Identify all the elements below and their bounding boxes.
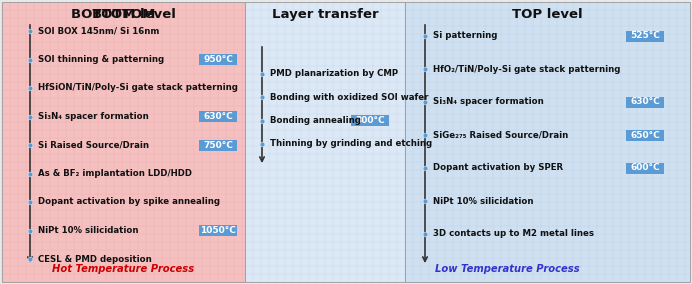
FancyBboxPatch shape (199, 111, 237, 122)
Text: Low Temperature Process: Low Temperature Process (435, 264, 580, 274)
Text: 3D contacts up to M2 metal lines: 3D contacts up to M2 metal lines (433, 229, 594, 239)
Text: Dopant activation by SPER: Dopant activation by SPER (433, 164, 563, 172)
FancyBboxPatch shape (199, 225, 237, 236)
Text: 630°C: 630°C (630, 97, 660, 106)
Text: NiPt 10% silicidation: NiPt 10% silicidation (38, 226, 138, 235)
Text: SiGe₂₇₅ Raised Source/Drain: SiGe₂₇₅ Raised Source/Drain (433, 131, 568, 139)
FancyBboxPatch shape (626, 130, 664, 141)
Text: 1050°C: 1050°C (200, 226, 236, 235)
Text: NiPt 10% silicidation: NiPt 10% silicidation (433, 197, 534, 206)
Text: Hot Temperature Process: Hot Temperature Process (53, 264, 194, 274)
Text: BOTTOM level: BOTTOM level (71, 8, 176, 21)
Text: Si patterning: Si patterning (433, 32, 498, 41)
Text: HfO₂/TiN/Poly-Si gate stack patterning: HfO₂/TiN/Poly-Si gate stack patterning (433, 64, 620, 74)
Bar (405, 2, 690, 282)
Text: BOTTOM: BOTTOM (91, 8, 156, 21)
Text: Thinning by grinding and etching: Thinning by grinding and etching (270, 139, 432, 149)
Text: Si Raised Source/Drain: Si Raised Source/Drain (38, 141, 149, 149)
Text: TOP level: TOP level (512, 8, 583, 21)
Text: 525°C: 525°C (630, 32, 660, 41)
FancyBboxPatch shape (626, 30, 664, 41)
Text: HfSiON/TiN/Poly-Si gate stack patterning: HfSiON/TiN/Poly-Si gate stack patterning (38, 83, 238, 93)
Text: 630°C: 630°C (203, 112, 233, 121)
Text: CESL & PMD deposition: CESL & PMD deposition (38, 254, 152, 264)
FancyBboxPatch shape (626, 162, 664, 174)
Bar (245, 2, 405, 282)
FancyBboxPatch shape (626, 97, 664, 108)
Text: SOI thinning & patterning: SOI thinning & patterning (38, 55, 164, 64)
FancyBboxPatch shape (351, 115, 389, 126)
Text: Bonding annealing: Bonding annealing (270, 116, 361, 125)
Text: Dopant activation by spike annealing: Dopant activation by spike annealing (38, 197, 220, 206)
Text: 650°C: 650°C (630, 131, 660, 139)
Text: 600°C: 600°C (630, 164, 659, 172)
Text: Bonding with oxidized SOI wafer: Bonding with oxidized SOI wafer (270, 93, 428, 102)
Text: 300°C: 300°C (355, 116, 385, 125)
Text: Si₃N₄ spacer formation: Si₃N₄ spacer formation (38, 112, 149, 121)
Text: Si₃N₄ spacer formation: Si₃N₄ spacer formation (433, 97, 544, 106)
Text: 750°C: 750°C (203, 141, 233, 149)
Bar (2, 2, 245, 282)
Text: PMD planarization by CMP: PMD planarization by CMP (270, 70, 398, 78)
Text: SOI BOX 145nm/ Si 16nm: SOI BOX 145nm/ Si 16nm (38, 26, 159, 36)
Text: Layer transfer: Layer transfer (272, 8, 379, 21)
Text: As & BF₂ implantation LDD/HDD: As & BF₂ implantation LDD/HDD (38, 169, 192, 178)
Text: 950°C: 950°C (203, 55, 233, 64)
FancyBboxPatch shape (199, 54, 237, 65)
FancyBboxPatch shape (199, 139, 237, 151)
